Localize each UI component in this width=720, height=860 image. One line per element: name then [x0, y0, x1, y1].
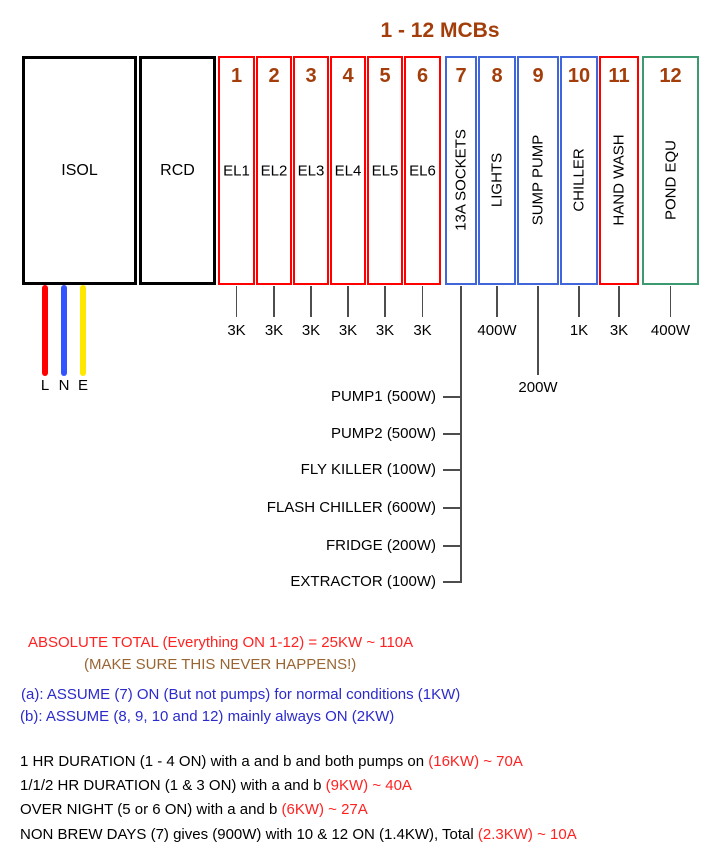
mcb-rating-label: 1K: [569, 322, 589, 339]
load-item: PUMP1 (500W): [330, 388, 436, 405]
load-connector-line: [443, 507, 461, 509]
note-scenario: NON BREW DAYS (7) gives (900W) with 10 &…: [20, 826, 577, 844]
scenario-text: NON BREW DAYS (7) gives (900W) with 10 &…: [20, 826, 478, 843]
note-absolute-total: ABSOLUTE TOTAL (Everything ON 1-12) = 25…: [28, 634, 414, 651]
load-item: FLY KILLER (100W): [300, 461, 436, 478]
isolator-box: ISOL: [22, 56, 137, 285]
wire-label-e: E: [77, 377, 88, 394]
mcb-drop-line: [384, 286, 386, 317]
mcb-box-5: 5 EL5: [367, 56, 403, 285]
mcb-box-6: 6 EL6: [404, 56, 441, 285]
note-scenario: 1 HR DURATION (1 - 4 ON) with a and b an…: [20, 753, 523, 771]
load-connector-line: [443, 433, 461, 435]
mcb-circuit-label: EL4: [334, 162, 362, 179]
mcb-circuit-label: HAND WASH: [610, 133, 628, 226]
mcb-drop-line: [421, 286, 424, 317]
mcb-rating-label: 3K: [375, 322, 395, 339]
mcb-rating-label: 3K: [301, 322, 321, 339]
mcb-box-7: 7 13A SOCKETS: [445, 56, 477, 285]
mcb-circuit-label: LIGHTS: [488, 152, 506, 207]
mcb-number: 7: [455, 65, 467, 87]
wire-label-l: L: [40, 377, 50, 394]
scenario-value: (2.3KW) ~ 10A: [477, 826, 577, 843]
mcb-number: 10: [567, 65, 591, 87]
supply-wire-l: [42, 285, 48, 376]
mcb-drop-line: [618, 286, 620, 317]
mcb-rating-label: 3K: [609, 322, 629, 339]
supply-wire-e: [80, 285, 86, 376]
mcb-circuit-label: EL3: [297, 162, 325, 179]
mcb-rating-label: 400W: [650, 322, 691, 339]
load-connector-line: [443, 469, 461, 471]
mcb-drop-line: [310, 286, 312, 317]
mcb-rating-label: 400W: [477, 322, 517, 339]
mcb-box-8: 8 LIGHTS: [478, 56, 516, 285]
mcb-number: 1: [230, 65, 243, 87]
mcb-number: 3: [305, 65, 317, 87]
mcb-number: 12: [659, 65, 682, 87]
mcb-drop-line: [578, 286, 580, 317]
mcb-rating-label: 3K: [264, 322, 284, 339]
mcb-drop-line: [235, 286, 238, 317]
mcb-circuit-label: 13A SOCKETS: [452, 128, 470, 231]
mcb-number: 8: [491, 65, 503, 87]
mcb-box-3: 3 EL3: [293, 56, 329, 285]
scenario-value: (9KW) ~ 40A: [325, 777, 412, 794]
load-item: EXTRACTOR (100W): [290, 573, 436, 590]
scenario-value: (6KW) ~ 27A: [281, 801, 368, 818]
mcb-number: 11: [608, 65, 630, 87]
mcb-circuit-label: EL1: [223, 162, 250, 179]
scenario-text: OVER NIGHT (5 or 6 ON) with a and b: [20, 801, 282, 818]
rcd-box: RCD: [139, 56, 216, 285]
note-assumption-a: (a): ASSUME (7) ON (But not pumps) for n…: [21, 686, 461, 703]
mcb-box-11: 11 HAND WASH: [599, 56, 639, 285]
rcd-label: RCD: [160, 161, 195, 179]
load-item: FRIDGE (200W): [325, 537, 436, 554]
mcb-circuit-label: EL5: [371, 162, 399, 179]
note-scenario: OVER NIGHT (5 or 6 ON) with a and b (6KW…: [20, 801, 368, 819]
mcb-box-9: 9 SUMP PUMP: [517, 56, 559, 285]
mcb-box-10: 10 CHILLER: [560, 56, 598, 285]
mcb-rating-label: 3K: [413, 322, 432, 339]
mcb-drop-line: [669, 286, 672, 317]
load-item: FLASH CHILLER (600W): [266, 499, 436, 516]
mcb-circuit-label: CHILLER: [570, 147, 588, 212]
mcb-drop-line: [537, 286, 539, 375]
mcb-box-2: 2 EL2: [256, 56, 292, 285]
load-item: PUMP2 (500W): [330, 425, 436, 442]
scenario-text: 1 HR DURATION (1 - 4 ON) with a and b an…: [20, 753, 429, 770]
socket-feeder-line: [460, 286, 462, 583]
mcb-box-4: 4 EL4: [330, 56, 366, 285]
load-connector-line: [443, 545, 461, 547]
scenario-value: (16KW) ~ 70A: [428, 753, 523, 770]
diagram-title: 1 - 12 MCBs: [380, 19, 500, 42]
mcb-drop-line: [496, 286, 498, 317]
mcb-drop-line: [347, 286, 349, 317]
load-connector-line: [443, 581, 461, 583]
mcb-box-1: 1 EL1: [218, 56, 255, 285]
load-connector-line: [443, 396, 461, 398]
mcb-number: 4: [342, 65, 354, 87]
mcb-number: 2: [268, 65, 280, 87]
mcb-number: 9: [532, 65, 544, 87]
scenario-text: 1/1/2 HR DURATION (1 & 3 ON) with a and …: [20, 777, 326, 794]
mcb-circuit-label: EL6: [409, 162, 436, 179]
note-assumption-b: (b): ASSUME (8, 9, 10 and 12) mainly alw…: [20, 708, 395, 725]
mcb-number: 6: [416, 65, 429, 87]
mcb-box-12: 12 POND EQU: [642, 56, 699, 285]
mcb-rating-label: 3K: [338, 322, 358, 339]
mcb-circuit-label: EL2: [260, 162, 288, 179]
wire-label-n: N: [58, 377, 70, 394]
mcb-rating-label: 3K: [227, 322, 246, 339]
mcb-drop-line: [273, 286, 275, 317]
note-scenario: 1/1/2 HR DURATION (1 & 3 ON) with a and …: [20, 777, 412, 795]
mcb-circuit-label: SUMP PUMP: [529, 134, 547, 225]
supply-wire-n: [61, 285, 67, 376]
mcb-circuit-label: POND EQU: [662, 139, 679, 220]
note-warning: (MAKE SURE THIS NEVER HAPPENS!): [84, 656, 357, 673]
mcb-number: 5: [379, 65, 391, 87]
isolator-label: ISOL: [61, 161, 98, 179]
mcb-rating-label: 200W: [518, 379, 558, 396]
